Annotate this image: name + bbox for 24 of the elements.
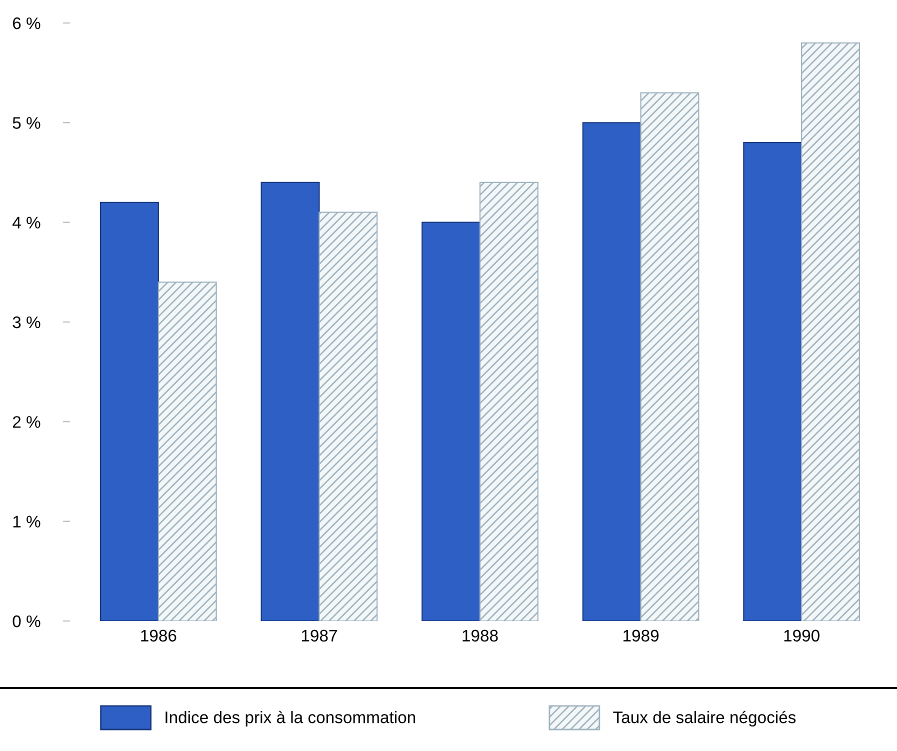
bar: [743, 142, 802, 621]
y-tick-label: 2 %: [12, 416, 40, 428]
y-tick-label: 5 %: [12, 117, 40, 129]
bar: [158, 282, 217, 621]
x-tick-label: 1988: [462, 630, 498, 642]
y-tick-label: 0 %: [12, 615, 40, 628]
bar: [260, 182, 320, 621]
y-tick-label: 6 %: [12, 17, 40, 30]
bar: [582, 122, 642, 621]
bar: [640, 92, 700, 621]
bar: [318, 212, 378, 621]
x-tick-label: 1986: [141, 630, 176, 642]
x-tick-label: 1987: [302, 630, 337, 642]
legend-label: Indice des prix à la consommation: [166, 710, 416, 727]
y-tick-label: 3 %: [12, 316, 40, 328]
bar: [422, 222, 481, 621]
y-tick-label: 4 %: [12, 216, 40, 228]
x-tick-label: 1990: [784, 630, 820, 642]
x-tick-label: 1989: [624, 630, 659, 642]
legend-label: Taux de salaire négociés: [613, 710, 796, 727]
bar: [479, 182, 538, 621]
bar: [801, 42, 860, 621]
y-tick-label: 1 %: [13, 516, 40, 528]
bar: [100, 202, 159, 621]
